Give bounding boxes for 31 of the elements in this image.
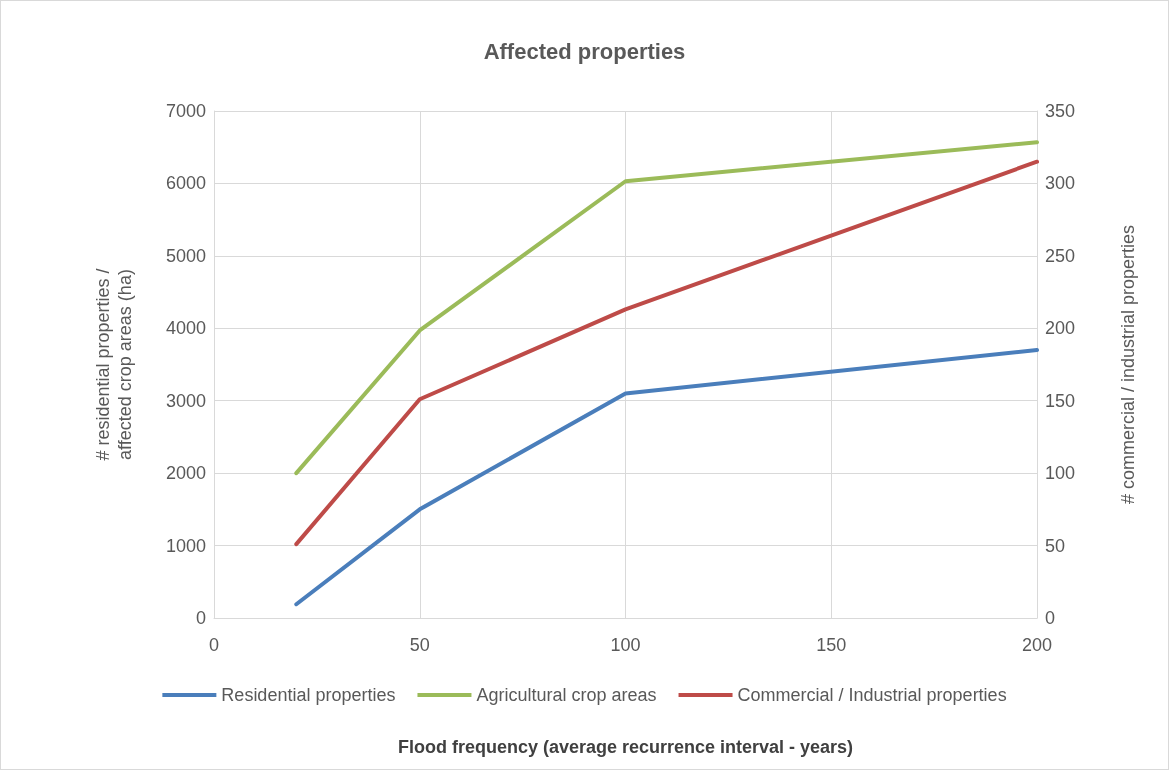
y-tick-label: 5000 xyxy=(165,245,206,266)
line-series xyxy=(294,140,1039,476)
legend-label: Residential properties xyxy=(221,685,396,705)
x-axis-title: Flood frequency (average recurrence interval - years) xyxy=(397,737,854,757)
y2-tick-label: 300 xyxy=(1045,173,1076,194)
chart-title: Affected properties xyxy=(483,38,686,64)
line-series xyxy=(294,159,1039,547)
x-tick-label: 100 xyxy=(610,635,641,655)
y2-tick-label: 200 xyxy=(1045,318,1076,339)
x-tick-label: 200 xyxy=(1021,635,1053,655)
y-tick-label: 3000 xyxy=(165,390,206,411)
legend-label: Agricultural crop areas xyxy=(476,685,657,705)
y-tick-label: 2000 xyxy=(165,463,206,484)
y2-tick-label: 50 xyxy=(1045,535,1066,556)
y2-tick-label: 100 xyxy=(1045,463,1076,484)
y-tick-label: 1000 xyxy=(165,535,206,556)
x-tick-label: 50 xyxy=(409,635,430,655)
x-tick-label: 150 xyxy=(816,635,847,655)
y2-tick-label: 350 xyxy=(1045,101,1076,121)
y2-tick-label: 250 xyxy=(1045,245,1076,266)
y2-tick-label: 150 xyxy=(1045,390,1076,411)
y-tick-label: 7000 xyxy=(165,101,206,121)
line-series xyxy=(294,348,1039,607)
y2-tick-label: 0 xyxy=(1045,608,1056,628)
y-tick-label: 4000 xyxy=(165,318,206,339)
y-axis-title: # residential properties / affected crop areas (ha) xyxy=(93,268,135,461)
y-tick-label: 0 xyxy=(195,608,206,628)
legend-label: Commercial / Industrial properties xyxy=(737,685,1007,705)
x-tick-label: 0 xyxy=(208,635,220,655)
y2-axis-title: # commercial / industrial properties xyxy=(1118,224,1138,505)
y-tick-label: 6000 xyxy=(165,173,206,194)
